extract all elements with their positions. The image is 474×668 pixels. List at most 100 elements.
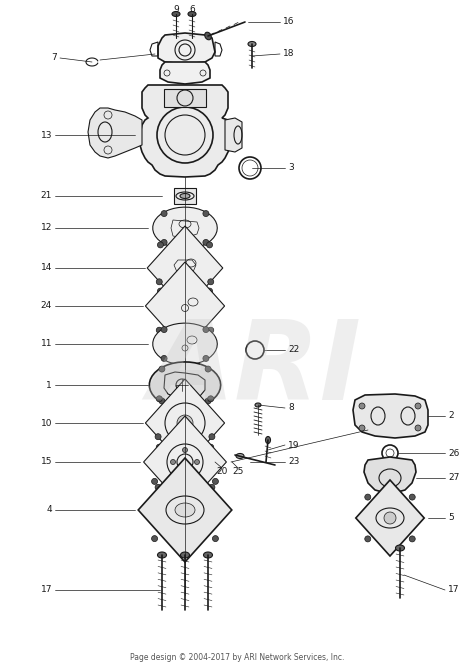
Circle shape [194, 460, 200, 464]
Circle shape [415, 425, 421, 431]
Polygon shape [364, 457, 416, 494]
Ellipse shape [265, 436, 271, 444]
Text: 17: 17 [448, 585, 459, 595]
Polygon shape [153, 323, 217, 365]
Text: 25: 25 [232, 468, 244, 476]
Polygon shape [144, 416, 227, 508]
Text: Page design © 2004-2017 by ARI Network Services, Inc.: Page design © 2004-2017 by ARI Network S… [130, 653, 344, 661]
Polygon shape [88, 108, 142, 158]
Circle shape [409, 536, 415, 542]
Circle shape [159, 398, 165, 404]
Text: 19: 19 [288, 440, 300, 450]
Circle shape [161, 327, 167, 333]
Circle shape [359, 425, 365, 431]
Circle shape [365, 536, 371, 542]
Ellipse shape [248, 41, 256, 47]
Polygon shape [225, 118, 242, 152]
Circle shape [155, 484, 161, 490]
Circle shape [161, 355, 167, 361]
Circle shape [208, 327, 214, 333]
Text: 15: 15 [40, 458, 52, 466]
Text: 21: 21 [41, 192, 52, 200]
Text: 16: 16 [283, 17, 294, 27]
Ellipse shape [395, 545, 404, 551]
Circle shape [359, 403, 365, 409]
Circle shape [157, 288, 164, 294]
Circle shape [161, 210, 167, 216]
Circle shape [205, 398, 211, 404]
Ellipse shape [255, 403, 261, 407]
Ellipse shape [188, 11, 196, 17]
Circle shape [157, 242, 164, 248]
Circle shape [208, 444, 214, 450]
Ellipse shape [236, 454, 244, 458]
Text: 12: 12 [41, 224, 52, 232]
Circle shape [161, 239, 167, 245]
Text: 27: 27 [448, 474, 459, 482]
Circle shape [155, 434, 161, 440]
Text: 13: 13 [40, 130, 52, 140]
Circle shape [152, 478, 157, 484]
Ellipse shape [203, 552, 212, 558]
Circle shape [209, 484, 215, 490]
Text: 20: 20 [216, 468, 228, 476]
Circle shape [156, 444, 162, 450]
Bar [174, 188, 196, 204]
Ellipse shape [175, 503, 195, 517]
Polygon shape [149, 362, 221, 408]
Text: ARI: ARI [148, 317, 362, 424]
Text: 6: 6 [189, 5, 195, 15]
Circle shape [203, 355, 209, 361]
Ellipse shape [181, 552, 190, 558]
Polygon shape [158, 33, 215, 64]
Circle shape [205, 366, 211, 372]
Polygon shape [140, 85, 235, 177]
Circle shape [207, 288, 212, 294]
Circle shape [384, 512, 396, 524]
Circle shape [409, 494, 415, 500]
Ellipse shape [205, 32, 211, 40]
Text: 26: 26 [448, 448, 459, 458]
Text: 3: 3 [288, 164, 294, 172]
Circle shape [156, 396, 162, 401]
Circle shape [203, 210, 209, 216]
Circle shape [177, 415, 193, 431]
Text: 11: 11 [40, 339, 52, 349]
Text: 2: 2 [448, 411, 454, 420]
Text: 1: 1 [46, 381, 52, 389]
Text: 23: 23 [288, 458, 300, 466]
Circle shape [203, 327, 209, 333]
Circle shape [171, 460, 175, 464]
Text: 24: 24 [41, 301, 52, 311]
Text: 17: 17 [40, 585, 52, 595]
Text: 8: 8 [288, 403, 294, 413]
Polygon shape [146, 379, 225, 467]
Circle shape [203, 239, 209, 245]
Circle shape [156, 327, 162, 333]
Circle shape [208, 396, 214, 401]
Circle shape [207, 242, 212, 248]
Polygon shape [353, 394, 428, 438]
Circle shape [152, 536, 157, 542]
Text: 4: 4 [46, 506, 52, 514]
Polygon shape [153, 207, 217, 249]
Circle shape [182, 448, 188, 452]
Polygon shape [356, 480, 424, 556]
Circle shape [208, 279, 214, 285]
Circle shape [212, 536, 219, 542]
Text: 10: 10 [40, 418, 52, 428]
Text: 14: 14 [41, 263, 52, 273]
Circle shape [415, 403, 421, 409]
Circle shape [209, 434, 215, 440]
Circle shape [159, 366, 165, 372]
Polygon shape [146, 262, 225, 350]
Text: 18: 18 [283, 49, 294, 59]
Polygon shape [138, 458, 232, 562]
Circle shape [182, 472, 188, 476]
Circle shape [156, 279, 162, 285]
Polygon shape [160, 62, 210, 84]
Ellipse shape [180, 194, 190, 198]
Bar [164, 89, 206, 107]
Text: 9: 9 [173, 5, 179, 15]
Circle shape [212, 478, 219, 484]
